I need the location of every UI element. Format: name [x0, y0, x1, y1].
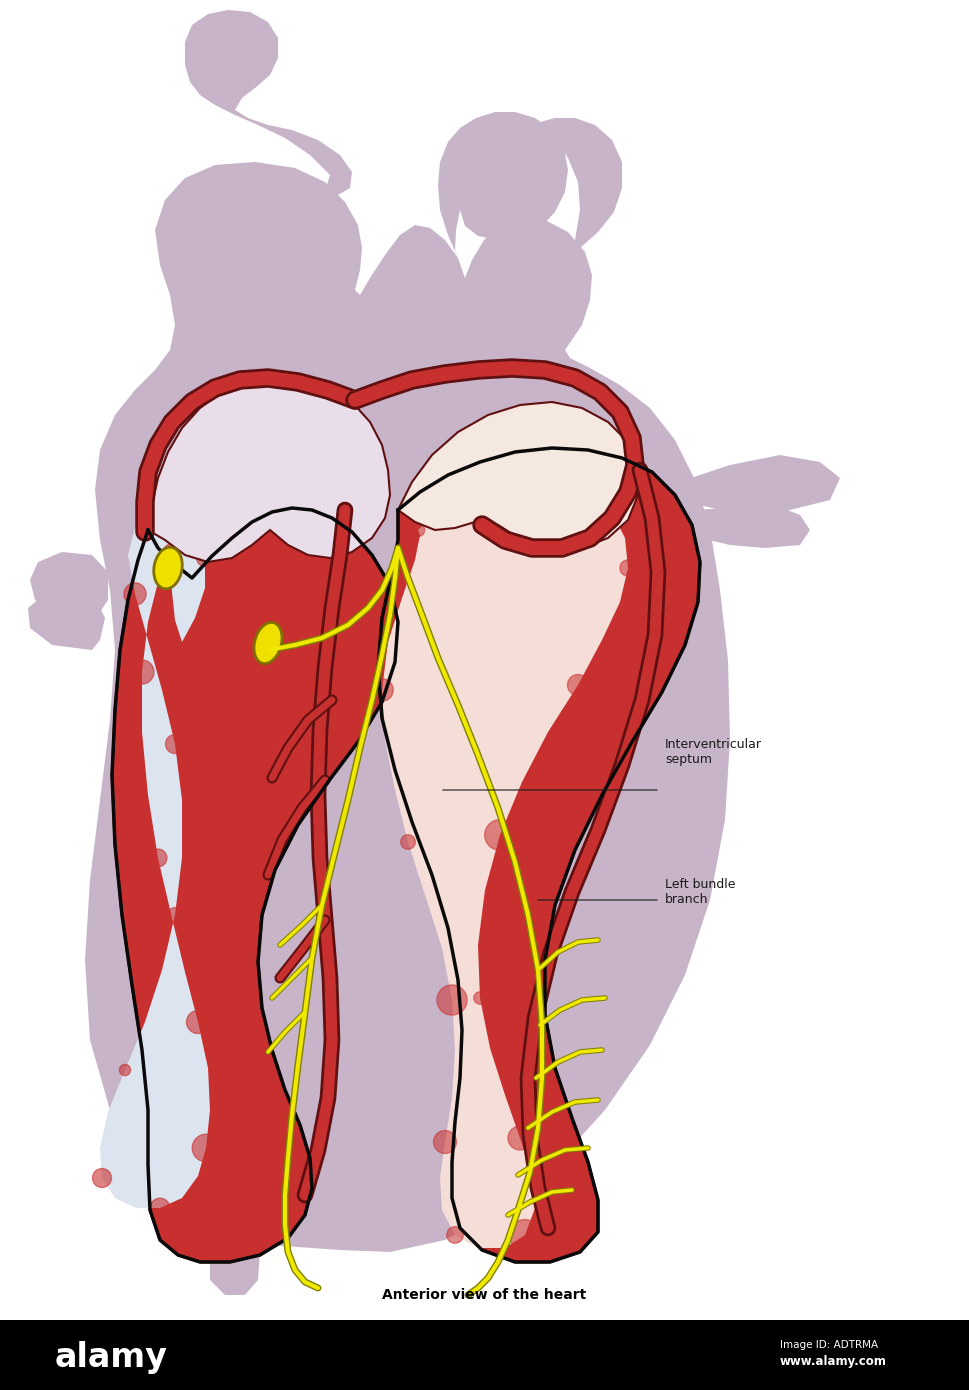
Circle shape [149, 849, 167, 867]
Polygon shape [148, 378, 390, 562]
Polygon shape [185, 10, 352, 195]
Circle shape [568, 674, 588, 695]
Bar [0, 1320, 969, 1390]
Circle shape [140, 506, 164, 530]
Circle shape [437, 986, 467, 1015]
Polygon shape [254, 623, 282, 663]
Polygon shape [100, 518, 210, 1208]
Circle shape [197, 549, 213, 567]
Circle shape [400, 834, 416, 849]
Polygon shape [685, 455, 840, 512]
Polygon shape [690, 505, 810, 548]
Polygon shape [85, 163, 730, 1252]
Polygon shape [378, 448, 700, 1262]
Circle shape [168, 908, 182, 923]
Circle shape [412, 524, 424, 537]
Circle shape [92, 1169, 111, 1187]
Polygon shape [540, 118, 622, 270]
Text: Interventricular
septum: Interventricular septum [665, 738, 762, 766]
Polygon shape [210, 1155, 260, 1295]
Text: Image ID: ADTRMA: Image ID: ADTRMA [780, 1340, 878, 1350]
Circle shape [119, 1065, 131, 1076]
Circle shape [433, 1130, 456, 1154]
Circle shape [491, 477, 509, 493]
Circle shape [508, 1126, 532, 1150]
Circle shape [510, 1219, 541, 1251]
Circle shape [575, 480, 605, 510]
Polygon shape [382, 482, 628, 1248]
Polygon shape [112, 507, 398, 1262]
Circle shape [447, 1227, 463, 1243]
Polygon shape [438, 113, 568, 259]
Circle shape [150, 1198, 170, 1218]
Circle shape [186, 1011, 209, 1034]
Circle shape [484, 820, 516, 851]
Circle shape [620, 560, 636, 575]
Text: Anterior view of the heart: Anterior view of the heart [382, 1289, 586, 1302]
Polygon shape [30, 552, 108, 620]
Circle shape [166, 734, 184, 753]
Polygon shape [398, 402, 638, 548]
Circle shape [165, 545, 175, 556]
Circle shape [192, 1134, 220, 1162]
Polygon shape [28, 589, 105, 651]
Circle shape [371, 678, 393, 701]
Text: Left bundle
branch: Left bundle branch [665, 878, 735, 906]
Ellipse shape [154, 548, 182, 589]
Text: www.alamy.com: www.alamy.com [780, 1355, 887, 1369]
Circle shape [130, 660, 154, 684]
Text: alamy: alamy [55, 1341, 168, 1375]
Circle shape [474, 991, 486, 1004]
Circle shape [124, 582, 146, 605]
